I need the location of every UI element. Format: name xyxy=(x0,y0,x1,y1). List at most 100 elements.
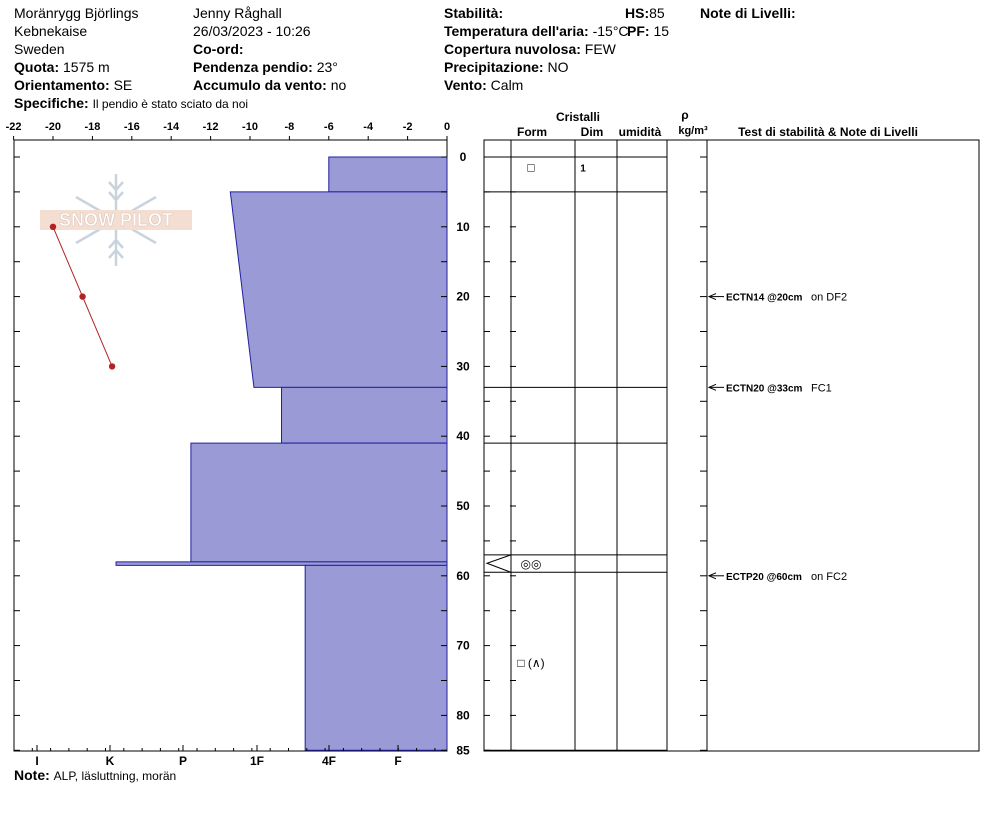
pf-value: 15 xyxy=(653,23,670,39)
depth-axis: 0 10 20 30 40 50 60 70 80 85 xyxy=(14,150,707,757)
stability-label: Stabilità: xyxy=(444,5,504,21)
hardness-tick-label: K xyxy=(106,754,115,768)
wind-row: Vento: Calm xyxy=(444,76,523,94)
depth-tick-label: 30 xyxy=(456,359,470,373)
date-time: 26/03/2023 - 10:26 xyxy=(193,23,311,39)
cristalli-header: Cristalli xyxy=(556,110,600,124)
hardness-layer xyxy=(115,561,448,566)
temperature-tick-label: -20 xyxy=(45,121,61,133)
wind-load-value: no xyxy=(330,77,347,93)
depth-tick-label: 20 xyxy=(456,290,470,304)
depth-tick-label: 85 xyxy=(456,743,470,757)
note-value: ALP, läsluttning, morän xyxy=(53,769,177,783)
hardness-layer xyxy=(281,386,448,444)
test-note: on DF2 xyxy=(811,292,847,304)
quota-value: 1575 m xyxy=(63,59,110,75)
note-label: Note: xyxy=(14,767,50,783)
layer-connector xyxy=(485,554,512,573)
crystal-form: □ xyxy=(527,160,534,174)
hardness-tick-label: P xyxy=(179,754,187,768)
specifiche-row: Specifiche: Il pendio è stato sciato da … xyxy=(14,94,248,113)
wind-load-label: Accumulo da vento: xyxy=(193,77,327,93)
hardness-layer xyxy=(328,156,448,193)
temperature-tick-label: -14 xyxy=(163,121,180,133)
notes-title: Note di Livelli: xyxy=(700,5,796,21)
depth-tick-label: 10 xyxy=(456,220,470,234)
air-temp-row: Temperatura dell'aria: -15°C xyxy=(444,22,629,40)
precip-value: NO xyxy=(547,59,569,75)
hardness-tick-label: 1F xyxy=(250,754,264,768)
table-headers: Cristalli Form Dim umidità ρ kg/m³ Test … xyxy=(517,108,918,139)
layer-table: □ 1 ◎◎ □ (∧) ECTN14 @20cm on DF2 ECTN20 @33cm F… xyxy=(484,140,847,751)
depth-tick-label: 0 xyxy=(460,150,467,164)
temperature-tick-label: -8 xyxy=(285,121,295,133)
test-note: on FC2 xyxy=(811,571,847,583)
temperature-tick-label: -2 xyxy=(403,121,413,133)
rho-unit-header: kg/m³ xyxy=(678,125,708,137)
orient-label: Orientamento: xyxy=(14,77,110,93)
crystal-form: ◎◎ xyxy=(521,557,542,571)
form-header: Form xyxy=(517,125,547,139)
slope-label: Pendenza pendio: xyxy=(193,59,313,75)
depth-tick-label: 40 xyxy=(456,429,470,443)
cloud-row: Copertura nuvolosa: FEW xyxy=(444,40,616,58)
temperature-profile xyxy=(49,223,116,370)
temperature-point xyxy=(49,223,57,230)
depth-tick-label: 60 xyxy=(456,569,470,583)
temperature-tick-label: -16 xyxy=(124,121,140,133)
dim-header: Dim xyxy=(581,125,604,139)
hardness-layer xyxy=(190,442,448,563)
temperature-tick-label: -10 xyxy=(242,121,258,133)
hardness-tick-label: F xyxy=(394,754,401,768)
hardness-tick-label: 4F xyxy=(322,754,336,768)
test-code: ECTN20 @33cm xyxy=(726,383,803,394)
precip-row: Precipitazione: NO xyxy=(444,58,568,76)
pf-row: PF: 15 xyxy=(627,22,669,40)
logo-text: SNOW PILOT xyxy=(59,210,173,230)
cloud-value: FEW xyxy=(584,41,616,57)
quota-label: Quota: xyxy=(14,59,60,75)
country-name: Sweden xyxy=(14,41,65,57)
coord-label: Co-ord: xyxy=(193,41,244,57)
umidita-header: umidità xyxy=(619,125,662,139)
observer-name: Jenny Råghall xyxy=(193,5,282,21)
test-arrow xyxy=(707,572,717,580)
depth-tick-label: 50 xyxy=(456,499,470,513)
test-code: ECTN14 @20cm xyxy=(726,293,803,304)
wind-load-row: Accumulo da vento: no xyxy=(193,76,346,94)
temperature-tick-label: -6 xyxy=(324,121,334,133)
hardness-layer xyxy=(304,564,448,751)
temperature-point xyxy=(108,363,116,370)
temperature-axis: -22 -20 -18 -16 -14 -12 -10 -8 -6 -4 -2 0 xyxy=(6,121,450,140)
wind-value: Calm xyxy=(490,77,524,93)
hardness-axis: I K P 1F 4F F xyxy=(13,745,436,768)
temperature-tick-label: 0 xyxy=(444,121,450,133)
temperature-tick-label: -12 xyxy=(203,121,219,133)
test-arrow xyxy=(707,293,717,301)
temperature-tick-label: -18 xyxy=(84,121,100,133)
specifiche-label: Specifiche: xyxy=(14,95,89,111)
hardness-layers xyxy=(115,156,448,751)
tests-header: Test di stabilità & Note di Livelli xyxy=(738,125,918,139)
snowpilot-logo: SNOW PILOT xyxy=(40,174,192,266)
temperature-point xyxy=(79,293,86,300)
right-table-frame xyxy=(483,139,980,752)
temperature-tick-label: -22 xyxy=(6,121,22,133)
temperature-tick-label: -4 xyxy=(363,121,374,133)
rho-header: ρ xyxy=(681,108,688,122)
hardness-layer xyxy=(229,191,448,388)
orient-row: Orientamento: SE xyxy=(14,76,132,94)
slope-value: 23° xyxy=(316,59,338,75)
crystal-dim: 1 xyxy=(580,163,586,174)
specifiche-value: Il pendio è stato sciato da noi xyxy=(92,97,249,111)
region-name: Kebnekaise xyxy=(14,23,88,39)
hs-label: HS: xyxy=(625,5,650,21)
wind-label: Vento: xyxy=(444,77,487,93)
air-temp-value: -15°C xyxy=(592,23,629,39)
footer-note: Note: ALP, läsluttning, morän xyxy=(14,766,176,785)
hardness-tick-label: I xyxy=(35,754,38,768)
location-name: Moränrygg Björlings xyxy=(14,5,139,21)
slope-row: Pendenza pendio: 23° xyxy=(193,58,338,76)
test-note: FC1 xyxy=(811,382,832,394)
